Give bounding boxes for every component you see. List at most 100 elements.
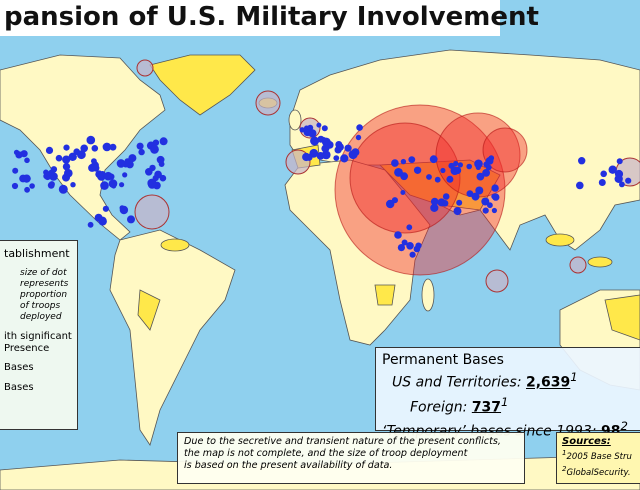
- troop-dot: [149, 164, 156, 172]
- presence-zone: [255, 90, 281, 116]
- legend-note-line: of troops: [20, 301, 61, 311]
- troop-dot: [159, 137, 168, 146]
- troop-dot: [119, 205, 129, 215]
- legend-note: size of dot represents proportion of troops…: [20, 268, 73, 323]
- source-item: 2GlobalSecurity.: [562, 463, 635, 479]
- troop-dot: [29, 183, 35, 189]
- legend-item: ith significant: [4, 331, 72, 342]
- legend-item: Bases: [4, 382, 34, 393]
- troop-dot: [616, 158, 623, 165]
- troop-dot: [456, 199, 463, 206]
- troop-dot: [307, 124, 314, 131]
- footnote-mark: 2: [620, 419, 628, 434]
- permanent-bases: Permanent Bases US and Territories: 2,63…: [375, 347, 640, 440]
- troop-dot: [485, 164, 492, 171]
- troop-dot: [409, 251, 416, 258]
- troop-dot: [308, 129, 317, 138]
- troop-dot: [55, 154, 63, 162]
- troop-dot: [310, 136, 320, 146]
- troop-dot: [100, 181, 109, 190]
- presence-zone: [136, 59, 154, 77]
- south-america: [109, 229, 236, 446]
- disclaimer-line: the map is not complete, and the size of…: [184, 448, 468, 459]
- presence-zone: [569, 256, 587, 274]
- disclaimer-line: Due to the secretive and transient natur…: [184, 436, 501, 447]
- troop-dot: [102, 142, 112, 152]
- troop-dot: [400, 158, 407, 165]
- peru: [137, 289, 161, 331]
- troop-dot: [413, 166, 422, 174]
- indonesia: [545, 233, 575, 247]
- australia-east: [604, 294, 640, 341]
- troop-dot: [116, 159, 126, 168]
- troop-dot: [108, 179, 118, 188]
- troop-dot: [98, 217, 107, 226]
- footnote-mark: 1: [570, 370, 578, 384]
- troop-dot: [600, 170, 607, 178]
- legend: tablishment size of dot represents proport…: [0, 240, 78, 430]
- troop-dot: [103, 171, 113, 181]
- disclaimer-line: is based on the present availability of …: [184, 460, 393, 471]
- legend-note-line: proportion: [20, 290, 68, 300]
- troop-dot: [430, 203, 439, 212]
- troop-dot: [45, 146, 54, 154]
- troop-dot: [406, 224, 413, 231]
- troop-dot: [127, 215, 135, 224]
- troop-dot: [70, 182, 76, 188]
- troop-dot: [316, 152, 325, 160]
- troop-dot: [453, 166, 462, 175]
- venezuela: [160, 238, 190, 252]
- troop-dot: [576, 181, 584, 190]
- legend-note-line: represents: [20, 279, 69, 289]
- troop-dot: [80, 144, 88, 153]
- troop-dot: [24, 157, 30, 164]
- troop-dot: [471, 192, 480, 201]
- troop-dot: [481, 197, 490, 206]
- troop-dot: [150, 145, 159, 154]
- troop-dot: [453, 207, 462, 216]
- title: pansion of U.S. Military Involvement: [4, 2, 539, 32]
- greenland: [149, 54, 256, 116]
- zambia: [374, 284, 396, 306]
- troop-dot: [430, 197, 439, 206]
- troop-dot: [48, 181, 55, 188]
- presence-zone: [485, 269, 509, 293]
- source-text: GlobalSecurity.: [566, 467, 631, 478]
- troop-dot: [491, 184, 499, 192]
- troop-dot: [391, 197, 398, 204]
- troop-dot: [492, 193, 500, 201]
- troop-dot: [48, 169, 55, 177]
- disclaimer: Due to the secretive and transient natur…: [177, 432, 525, 484]
- troop-dot: [340, 154, 349, 163]
- presence-zone: [134, 194, 170, 230]
- troop-dot: [437, 198, 446, 207]
- bases-count: 737: [471, 399, 502, 416]
- troop-dot: [86, 135, 96, 145]
- troop-dot: [87, 221, 94, 228]
- troop-dot: [62, 162, 71, 171]
- source-text: 2005 Base Stru: [566, 451, 632, 462]
- troop-dot: [43, 173, 50, 180]
- troop-dot: [426, 174, 432, 180]
- troop-dot: [22, 174, 31, 183]
- legend-items: ith significant Presence Bases Bases: [4, 331, 73, 394]
- troop-dot: [62, 155, 71, 164]
- troop-dot: [299, 127, 305, 133]
- troop-dot: [457, 162, 463, 168]
- troop-dots: [11, 122, 632, 258]
- troop-dot: [397, 244, 405, 252]
- sources: Sources: 12005 Base Stru 2GlobalSecurity.: [556, 432, 640, 484]
- deployment-zone: [482, 127, 528, 173]
- troop-dot: [485, 157, 494, 165]
- troop-dot: [138, 148, 145, 156]
- troop-dot: [348, 150, 358, 160]
- troop-dot: [356, 124, 363, 131]
- troop-dot: [102, 205, 109, 212]
- britain: [288, 109, 302, 131]
- permanent-bases-heading: Permanent Bases: [382, 352, 504, 368]
- legend-note-line: deployed: [20, 312, 62, 322]
- footnote-mark: 1: [562, 448, 567, 457]
- troop-dot: [406, 242, 414, 250]
